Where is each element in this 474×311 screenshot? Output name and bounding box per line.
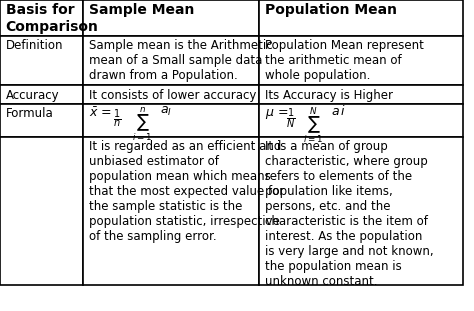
Bar (259, 86, 463, 104)
Bar (0, 137, 83, 285)
Text: $\frac{1}{n}$: $\frac{1}{n}$ (113, 107, 121, 130)
Bar (259, 35, 463, 86)
Text: $\frac{1}{N}$: $\frac{1}{N}$ (286, 107, 295, 131)
Bar (0, 0, 83, 35)
Text: Definition: Definition (6, 39, 63, 52)
Bar (0, 104, 83, 137)
Text: $\bar{x}$ =: $\bar{x}$ = (89, 107, 112, 120)
Text: Accuracy: Accuracy (6, 89, 59, 102)
Text: $\mu$ =: $\mu$ = (264, 107, 288, 121)
Text: $\sum_{i=1}^{n}$: $\sum_{i=1}^{n}$ (132, 105, 152, 143)
Bar (83, 35, 259, 86)
Text: Its Accuracy is Higher: Its Accuracy is Higher (264, 89, 392, 102)
Text: Formula: Formula (6, 107, 53, 120)
Text: Basis for
Comparison: Basis for Comparison (6, 3, 99, 34)
Text: It is a mean of group
characteristic, where group
refers to elements of the
popu: It is a mean of group characteristic, wh… (264, 140, 433, 288)
Text: $a_I$: $a_I$ (160, 104, 172, 118)
Text: It is regarded as an efficient and
unbiased estimator of
population mean which m: It is regarded as an efficient and unbia… (89, 140, 284, 243)
Text: Population Mean: Population Mean (264, 3, 397, 17)
Bar (259, 0, 463, 35)
Bar (259, 137, 463, 285)
Bar (83, 137, 259, 285)
Text: Population Mean represent
the arithmetic mean of
whole population.: Population Mean represent the arithmetic… (264, 39, 423, 82)
Bar (259, 104, 463, 137)
Text: It consists of lower accuracy: It consists of lower accuracy (89, 89, 256, 102)
Bar (0, 86, 83, 104)
Text: Sample mean is the Arithmetic
mean of a Small sample data
drawn from a Populatio: Sample mean is the Arithmetic mean of a … (89, 39, 273, 82)
Bar (83, 0, 259, 35)
Bar (83, 86, 259, 104)
Bar (83, 104, 259, 137)
Text: $a\,i$: $a\,i$ (331, 104, 346, 118)
Text: $\sum_{i=1}^{N}$: $\sum_{i=1}^{N}$ (303, 105, 323, 146)
Text: Sample Mean: Sample Mean (89, 3, 194, 17)
Bar (0, 35, 83, 86)
